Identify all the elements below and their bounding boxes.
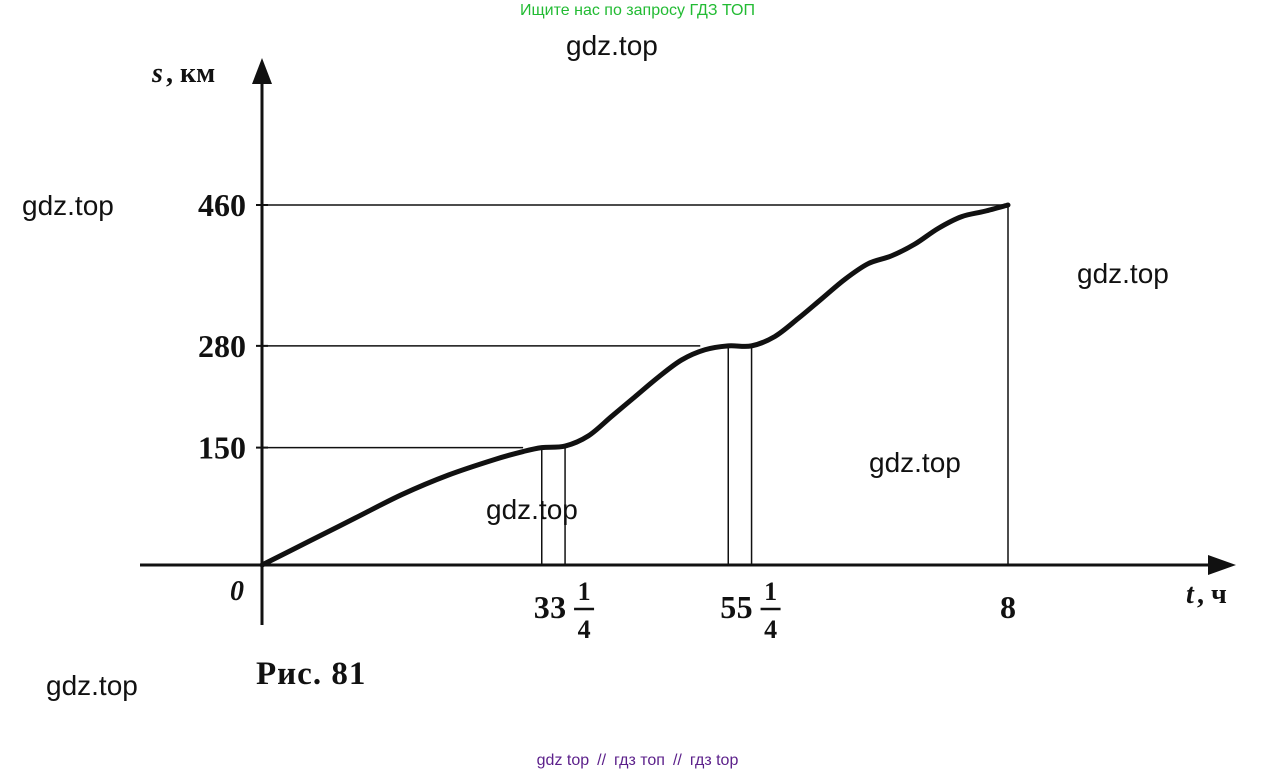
footer-separator: //: [672, 752, 682, 769]
figure-caption: Рис. 81: [256, 656, 367, 692]
x-tick-label-numerator: 1: [578, 577, 591, 606]
watermark: gdz.top: [46, 670, 138, 701]
x-tick-label-whole: 5: [737, 589, 753, 625]
x-tick-label-denominator: 4: [764, 615, 777, 644]
watermark: gdz.top: [869, 447, 961, 478]
x-axis-variable: t: [1186, 579, 1195, 610]
x-tick-label: 3: [534, 589, 550, 625]
y-tick-label: 280: [198, 328, 246, 364]
watermark: gdz.top: [486, 494, 578, 525]
axes: t , ч s , км 0: [140, 58, 1236, 625]
footer-link[interactable]: гдз топ: [614, 752, 665, 769]
footer-link[interactable]: gdz top: [536, 752, 590, 769]
footer-links: gdz top // гдз топ // гдз top: [0, 752, 1275, 770]
footer-link[interactable]: гдз top: [689, 752, 739, 769]
origin-label: 0: [230, 576, 244, 607]
y-axis-variable: s: [151, 58, 163, 89]
x-tick-label: 8: [1000, 589, 1016, 625]
y-axis-arrow-icon: [252, 58, 272, 84]
guide-lines: [262, 204, 1009, 565]
distance-curve: [259, 202, 1011, 568]
x-tick-label-numerator: 1: [764, 577, 777, 606]
series: [259, 202, 1011, 568]
search-hint: Ищите нас по запросу ГДЗ ТОП: [520, 2, 755, 19]
y-axis-unit: , км: [166, 58, 215, 89]
y-tick-label: 150: [198, 430, 246, 466]
watermark: gdz.top: [566, 30, 658, 61]
x-axis-unit: , ч: [1197, 579, 1227, 610]
x-tick-label: 5: [720, 589, 736, 625]
y-tick-label: 460: [198, 187, 246, 223]
watermark: gdz.top: [1077, 258, 1169, 289]
x-axis-arrow-icon: [1208, 555, 1236, 575]
watermark: gdz.top: [22, 190, 114, 221]
x-tick-label-denominator: 4: [578, 615, 591, 644]
x-tick-label-whole: 3: [550, 589, 566, 625]
footer-separator: //: [597, 752, 607, 769]
